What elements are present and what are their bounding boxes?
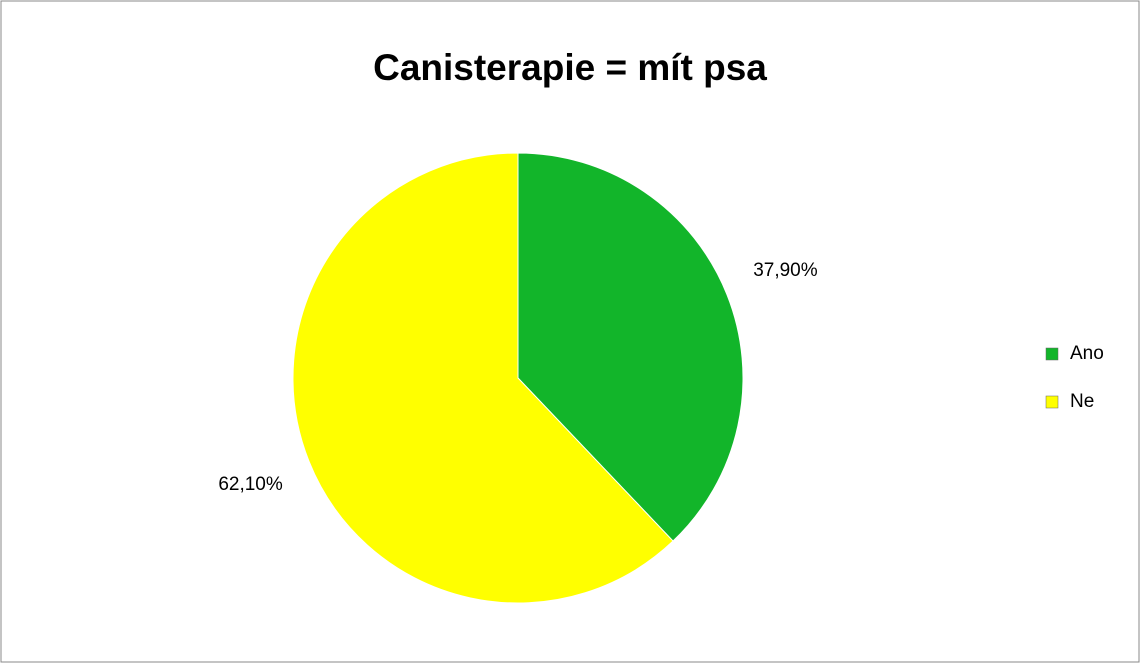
data-label: 37,90% — [753, 260, 818, 281]
legend-swatch — [1045, 395, 1059, 409]
chart-title: Canisterapie = mít psa — [373, 47, 767, 88]
legend-label: Ne — [1070, 391, 1094, 412]
legend-label: Ano — [1070, 343, 1104, 364]
legend-swatch — [1045, 347, 1059, 361]
pie-slice — [517, 152, 744, 542]
pie-slice — [292, 152, 674, 604]
data-label: 62,10% — [218, 474, 283, 495]
